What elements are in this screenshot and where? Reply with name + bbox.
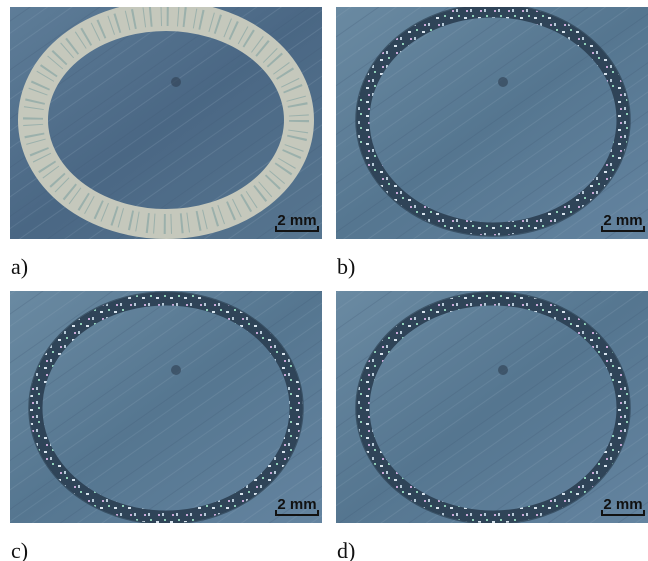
ring bbox=[356, 292, 630, 523]
panel-label: a) bbox=[11, 254, 28, 279]
ring bbox=[356, 7, 630, 236]
scale-bar bbox=[601, 226, 645, 232]
scale-bar bbox=[601, 510, 645, 516]
scale-bar bbox=[275, 226, 319, 232]
spot bbox=[171, 77, 181, 87]
micrograph bbox=[10, 7, 322, 239]
panel: 2 mm bbox=[336, 7, 648, 239]
scratches bbox=[336, 7, 648, 239]
panel-label: d) bbox=[337, 538, 355, 561]
ring-edge bbox=[28, 291, 304, 523]
spot bbox=[498, 77, 508, 87]
scratches bbox=[336, 291, 648, 523]
spot bbox=[498, 365, 508, 375]
panel: 2 mm bbox=[10, 7, 322, 239]
panel: 2 mm bbox=[336, 291, 648, 523]
scale-bar bbox=[275, 510, 319, 516]
scratches bbox=[10, 291, 322, 523]
panel-label: b) bbox=[337, 254, 355, 279]
ring-texture bbox=[23, 7, 309, 234]
scale-label: 2 mm bbox=[603, 496, 642, 513]
micrograph bbox=[336, 291, 648, 523]
ring bbox=[29, 292, 303, 523]
scale-label: 2 mm bbox=[603, 212, 642, 229]
micrograph bbox=[10, 291, 322, 523]
ring-edge bbox=[355, 291, 631, 523]
spot bbox=[171, 365, 181, 375]
scale-label: 2 mm bbox=[277, 212, 316, 229]
ring-edge bbox=[355, 7, 631, 237]
micrograph bbox=[336, 7, 648, 239]
panel-label: c) bbox=[11, 538, 28, 561]
scale-label: 2 mm bbox=[277, 496, 316, 513]
panel: 2 mm bbox=[10, 291, 322, 523]
